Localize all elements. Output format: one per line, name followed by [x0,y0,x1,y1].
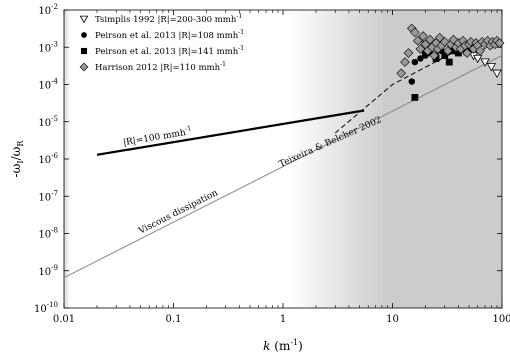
y-tick-label: 10-2 [38,3,58,17]
data-point-diamond [429,50,439,61]
y-axis-label: -ωI/ωR [9,140,25,178]
legend-marker-diamond [79,62,89,72]
background-gradient [288,10,382,308]
data-markers [396,23,505,101]
data-point-triangle-down [492,69,502,79]
data-point-diamond [400,57,410,67]
data-point-circle [408,78,415,85]
y-tick-label: 10-6 [38,152,58,166]
data-point-diamond [403,48,414,58]
x-tick-label: 100 [492,314,510,325]
line-label-viscous: Viscous dissipation [136,188,219,237]
data-point-triangle-down [486,63,497,72]
legend-marker-triangle-down [79,15,89,24]
data-point-square [441,52,449,59]
y-tick-label: 10-7 [38,189,58,203]
data-point-diamond [494,38,505,48]
y-tick-label: 10-8 [38,227,58,241]
x-tick-label: 0.1 [166,314,182,325]
data-point-diamond [415,44,426,54]
legend-marker-square [80,47,88,55]
x-axis-label: k (m-1) [263,338,303,353]
legend-entry: Peirson et al. 2013 |R|=141 mmh-1 [95,45,244,57]
reference-line-thick [96,109,365,156]
legend-entry: Peirson et al. 2013 |R|=108 mmh-1 [95,29,244,41]
data-point-square [432,55,440,62]
data-point-circle [417,55,424,62]
y-tick-label: 10-4 [38,78,58,92]
axes: 0.01 0.1 1 10 100 10-10 10-9 10-8 10-7 10-6 10-5 10… [34,3,510,325]
y-tick-label: 10-10 [34,301,58,315]
data-point-square [455,49,462,57]
data-point-diamond [475,46,485,56]
reference-line-thin-gray [63,55,503,279]
data-point-diamond [425,34,435,45]
y-tick-label: 10-9 [38,264,58,278]
data-point-diamond [412,35,423,46]
data-point-triangle-down [473,54,483,64]
data-point-square [445,58,453,66]
legend: Tsimplis 1992 |R|=200-300 mmh-1 Peirson e… [79,13,244,73]
x-tick-label: 10 [386,314,399,325]
legend-entry: Tsimplis 1992 |R|=200-300 mmh-1 [95,13,242,25]
data-point-triangle-down [480,58,490,67]
data-point-diamond [439,36,450,47]
x-tick-label: 0.01 [53,314,75,325]
data-point-diamond [410,27,420,38]
data-point-square [411,94,419,101]
y-tick-label: 10-5 [38,115,58,129]
y-tick-label: 10-3 [38,40,58,54]
data-point-diamond [418,31,428,41]
data-point-diamond [462,48,472,58]
data-point-diamond [396,68,406,79]
data-point-circle [411,58,419,66]
legend-entry: Harrison 2012 |R|=110 mmh-1 [95,61,226,73]
x-tick-label: 1 [280,314,286,325]
plot-background [64,10,502,308]
data-point-diamond [442,46,453,56]
legend-marker-circle [81,32,87,38]
